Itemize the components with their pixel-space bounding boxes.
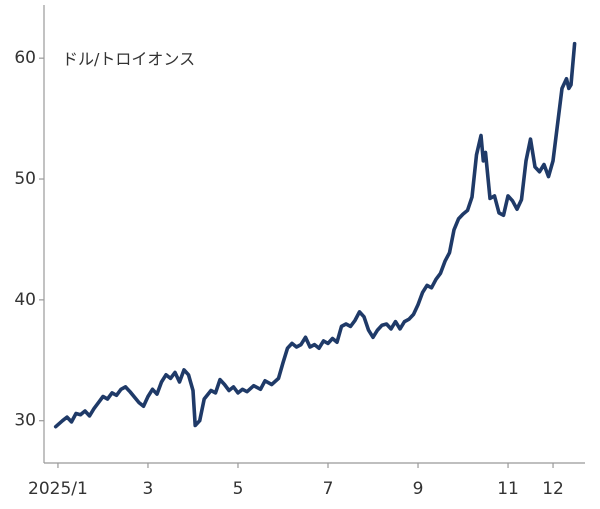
y-tick-label: 60 bbox=[14, 48, 36, 68]
x-tick-label: 11 bbox=[497, 479, 519, 499]
x-tick-label: 12 bbox=[542, 479, 564, 499]
x-tick-label: 2025/1 bbox=[28, 479, 88, 499]
y-tick-label: 40 bbox=[14, 290, 36, 310]
y-tick-label: 50 bbox=[14, 169, 36, 189]
price-line bbox=[53, 41, 577, 429]
x-tick-label: 3 bbox=[143, 479, 154, 499]
x-tick-label: 9 bbox=[413, 479, 424, 499]
y-tick-label: 30 bbox=[14, 411, 36, 431]
x-tick-label: 5 bbox=[233, 479, 244, 499]
y-axis-label: ドル/トロイオンス bbox=[62, 50, 195, 69]
x-tick-label: 7 bbox=[323, 479, 334, 499]
